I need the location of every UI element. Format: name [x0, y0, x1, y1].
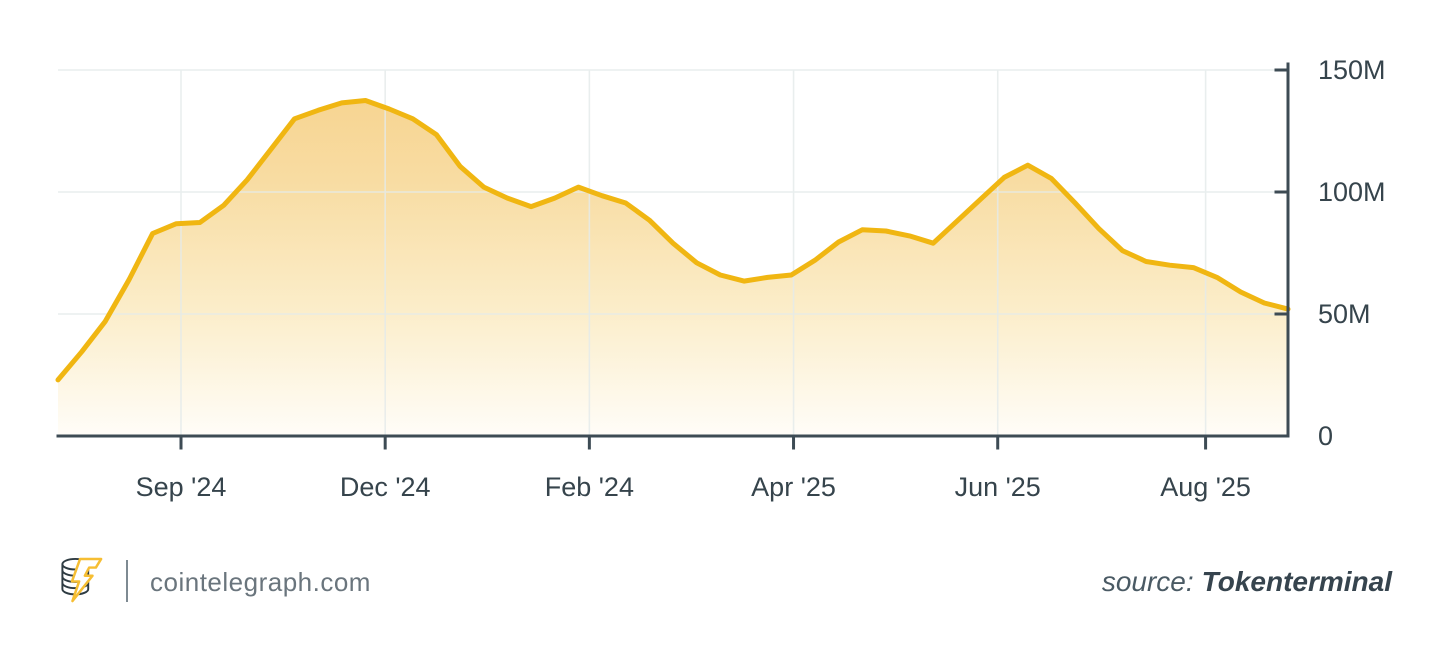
y-tick-label: 50M	[1318, 299, 1371, 329]
y-tick-label: 0	[1318, 421, 1333, 451]
axis-labels: 0 50M 100M 150M Sep '24 Dec '24 Feb '24 Apr '25…	[136, 55, 1386, 502]
area-fill	[58, 100, 1288, 436]
x-tick-label: Aug '25	[1160, 472, 1251, 502]
gridlines	[58, 69, 1288, 436]
y-tick-label: 100M	[1318, 177, 1386, 207]
area-chart: 0 50M 100M 150M Sep '24 Dec '24 Feb '24 Apr '25…	[55, 55, 1386, 502]
source-label: source:	[1101, 566, 1194, 597]
source-credit: source: Tokenterminal	[1102, 566, 1392, 598]
source-name: Tokenterminal	[1201, 566, 1392, 597]
footer-divider	[126, 560, 128, 602]
cointelegraph-logo-icon	[61, 557, 103, 603]
series-line	[55, 98, 1291, 383]
axes	[56, 62, 1290, 450]
lightning-bolt-icon	[70, 557, 103, 603]
x-tick-label: Dec '24	[340, 472, 431, 502]
x-tick-label: Apr '25	[751, 472, 836, 502]
x-tick-label: Sep '24	[136, 472, 227, 502]
x-tick-label: Feb '24	[545, 472, 634, 502]
y-tick-label: 150M	[1318, 55, 1386, 85]
x-tick-label: Jun '25	[955, 472, 1041, 502]
site-name: cointelegraph.com	[150, 567, 371, 597]
